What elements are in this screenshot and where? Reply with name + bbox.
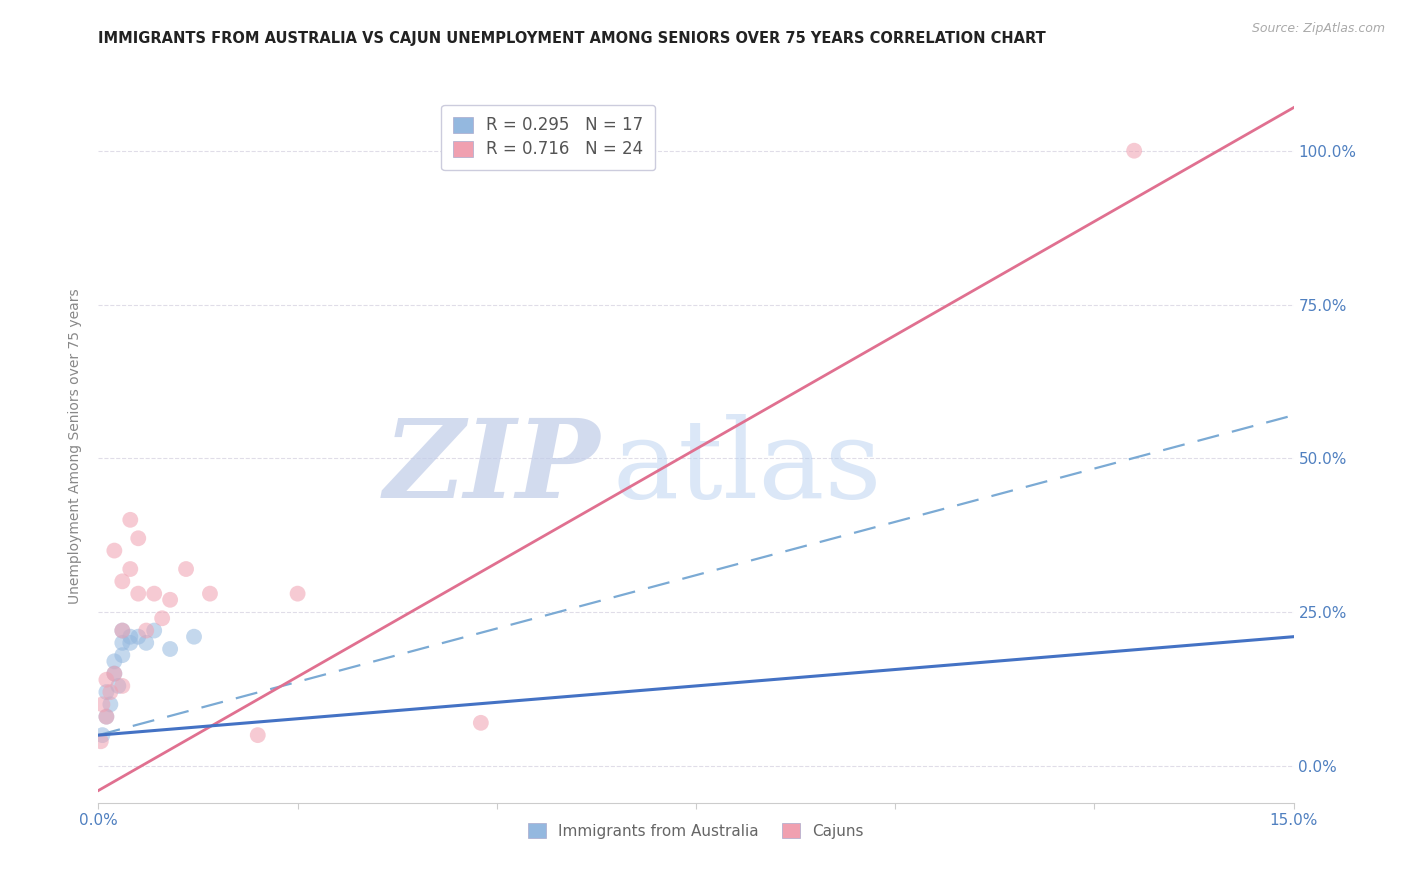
- Point: [111, 636, 134, 650]
- Point: [107, 679, 129, 693]
- Point: [246, 728, 269, 742]
- Point: [111, 574, 134, 589]
- Point: [111, 624, 134, 638]
- Point: [120, 630, 142, 644]
- Point: [96, 709, 118, 723]
- Point: [127, 587, 149, 601]
- Point: [143, 624, 166, 638]
- Point: [135, 624, 157, 638]
- Point: [183, 630, 205, 644]
- Point: [127, 630, 149, 644]
- Point: [150, 611, 173, 625]
- Point: [198, 587, 221, 601]
- Point: [111, 648, 134, 662]
- Point: [287, 587, 309, 601]
- Text: IMMIGRANTS FROM AUSTRALIA VS CAJUN UNEMPLOYMENT AMONG SENIORS OVER 75 YEARS CORR: IMMIGRANTS FROM AUSTRALIA VS CAJUN UNEMP…: [98, 31, 1046, 46]
- Point: [159, 592, 181, 607]
- Point: [470, 715, 492, 730]
- Point: [103, 666, 125, 681]
- Point: [98, 698, 122, 712]
- Point: [120, 513, 142, 527]
- Y-axis label: Unemployment Among Seniors over 75 years: Unemployment Among Seniors over 75 years: [69, 288, 83, 604]
- Point: [1123, 144, 1146, 158]
- Text: atlas: atlas: [613, 414, 882, 521]
- Point: [91, 698, 114, 712]
- Point: [111, 624, 134, 638]
- Point: [103, 666, 125, 681]
- Point: [96, 673, 118, 687]
- Point: [127, 531, 149, 545]
- Point: [103, 654, 125, 668]
- Point: [120, 636, 142, 650]
- Text: ZIP: ZIP: [384, 414, 600, 521]
- Point: [96, 685, 118, 699]
- Point: [90, 734, 112, 748]
- Point: [103, 543, 125, 558]
- Point: [91, 728, 114, 742]
- Point: [98, 685, 122, 699]
- Point: [135, 636, 157, 650]
- Point: [159, 642, 181, 657]
- Point: [174, 562, 197, 576]
- Legend: Immigrants from Australia, Cajuns: Immigrants from Australia, Cajuns: [522, 817, 870, 845]
- Text: Source: ZipAtlas.com: Source: ZipAtlas.com: [1251, 22, 1385, 36]
- Point: [96, 709, 118, 723]
- Point: [120, 562, 142, 576]
- Point: [143, 587, 166, 601]
- Point: [111, 679, 134, 693]
